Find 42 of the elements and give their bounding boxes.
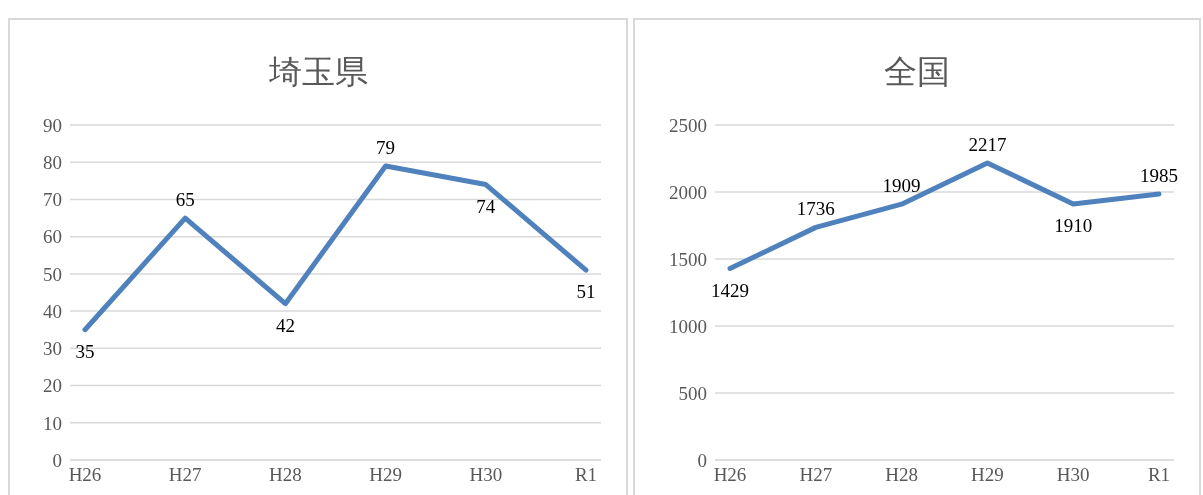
data-label: 1429 (711, 279, 749, 301)
x-tick-label: H29 (369, 464, 402, 486)
y-tick-label: 60 (43, 226, 62, 248)
x-tick-label: H28 (269, 464, 302, 486)
data-label: 74 (476, 195, 496, 217)
chart-title: 全国 (883, 53, 951, 92)
chart-title: 埼玉県 (267, 53, 369, 92)
x-tick-label: R1 (1147, 464, 1171, 486)
data-label: 35 (75, 340, 95, 362)
x-tick-label: H29 (971, 464, 1004, 486)
y-tick-label: 30 (43, 338, 62, 360)
data-label: 51 (576, 281, 596, 303)
y-tick-label: 50 (43, 263, 62, 285)
y-tick-label: 40 (43, 300, 62, 322)
y-tick-label: 2000 (669, 181, 707, 203)
x-tick-label: H26 (713, 464, 747, 486)
data-label: 65 (175, 189, 195, 211)
y-tick-label: 500 (678, 382, 707, 404)
data-label: 42 (275, 314, 295, 336)
x-tick-label: H26 (68, 464, 102, 486)
y-tick-label: 70 (43, 189, 62, 211)
data-label: 1985 (1140, 165, 1178, 187)
y-tick-label: 80 (43, 151, 62, 173)
y-tick-label: 90 (43, 114, 62, 136)
data-label: 1736 (796, 198, 835, 220)
data-label: 2217 (968, 133, 1007, 155)
y-tick-label: 0 (52, 449, 62, 471)
y-tick-label: 0 (697, 449, 707, 471)
y-tick-label: 2500 (669, 114, 707, 136)
x-tick-label: R1 (574, 464, 598, 486)
y-tick-label: 20 (43, 375, 62, 397)
y-tick-label: 10 (43, 412, 62, 434)
x-tick-label: H30 (1056, 464, 1090, 486)
data-label: 1909 (882, 175, 921, 197)
y-tick-label: 1500 (669, 248, 707, 270)
data-label: 79 (376, 136, 396, 158)
x-tick-label: H28 (885, 464, 918, 486)
x-tick-label: H27 (799, 464, 833, 486)
x-tick-label: H30 (469, 464, 503, 486)
x-tick-label: H27 (168, 464, 202, 486)
y-tick-label: 1000 (669, 315, 707, 337)
data-label: 1910 (1054, 215, 1093, 237)
